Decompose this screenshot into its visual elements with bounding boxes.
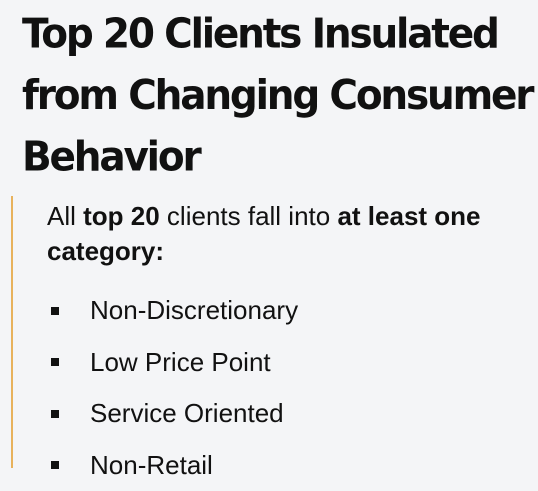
list-item: Non-Retail: [47, 440, 298, 491]
square-bullet-icon: [51, 410, 59, 418]
intro-part-3: clients fall into: [160, 201, 338, 231]
page-title: Top 20 Clients Insulated from Changing C…: [22, 4, 534, 188]
title-line-3: Behavior: [22, 127, 534, 188]
intro-part-1: All: [47, 201, 83, 231]
list-item-label: Service Oriented: [90, 396, 284, 431]
category-list: Non-Discretionary Low Price Point Servic…: [47, 285, 298, 491]
list-item: Service Oriented: [47, 388, 298, 440]
square-bullet-icon: [51, 307, 59, 315]
title-line-2: from Changing Consumer: [22, 65, 534, 126]
accent-rule: [11, 196, 13, 468]
intro-text: All top 20 clients fall into at least on…: [47, 199, 517, 269]
square-bullet-icon: [51, 461, 59, 469]
list-item-label: Non-Retail: [90, 448, 213, 483]
list-item-label: Non-Discretionary: [90, 293, 298, 328]
title-line-1: Top 20 Clients Insulated: [22, 4, 534, 65]
square-bullet-icon: [51, 358, 59, 366]
list-item-label: Low Price Point: [90, 345, 271, 380]
intro-emphasis-top-20: top 20: [83, 201, 160, 231]
list-item: Low Price Point: [47, 337, 298, 389]
list-item: Non-Discretionary: [47, 285, 298, 337]
